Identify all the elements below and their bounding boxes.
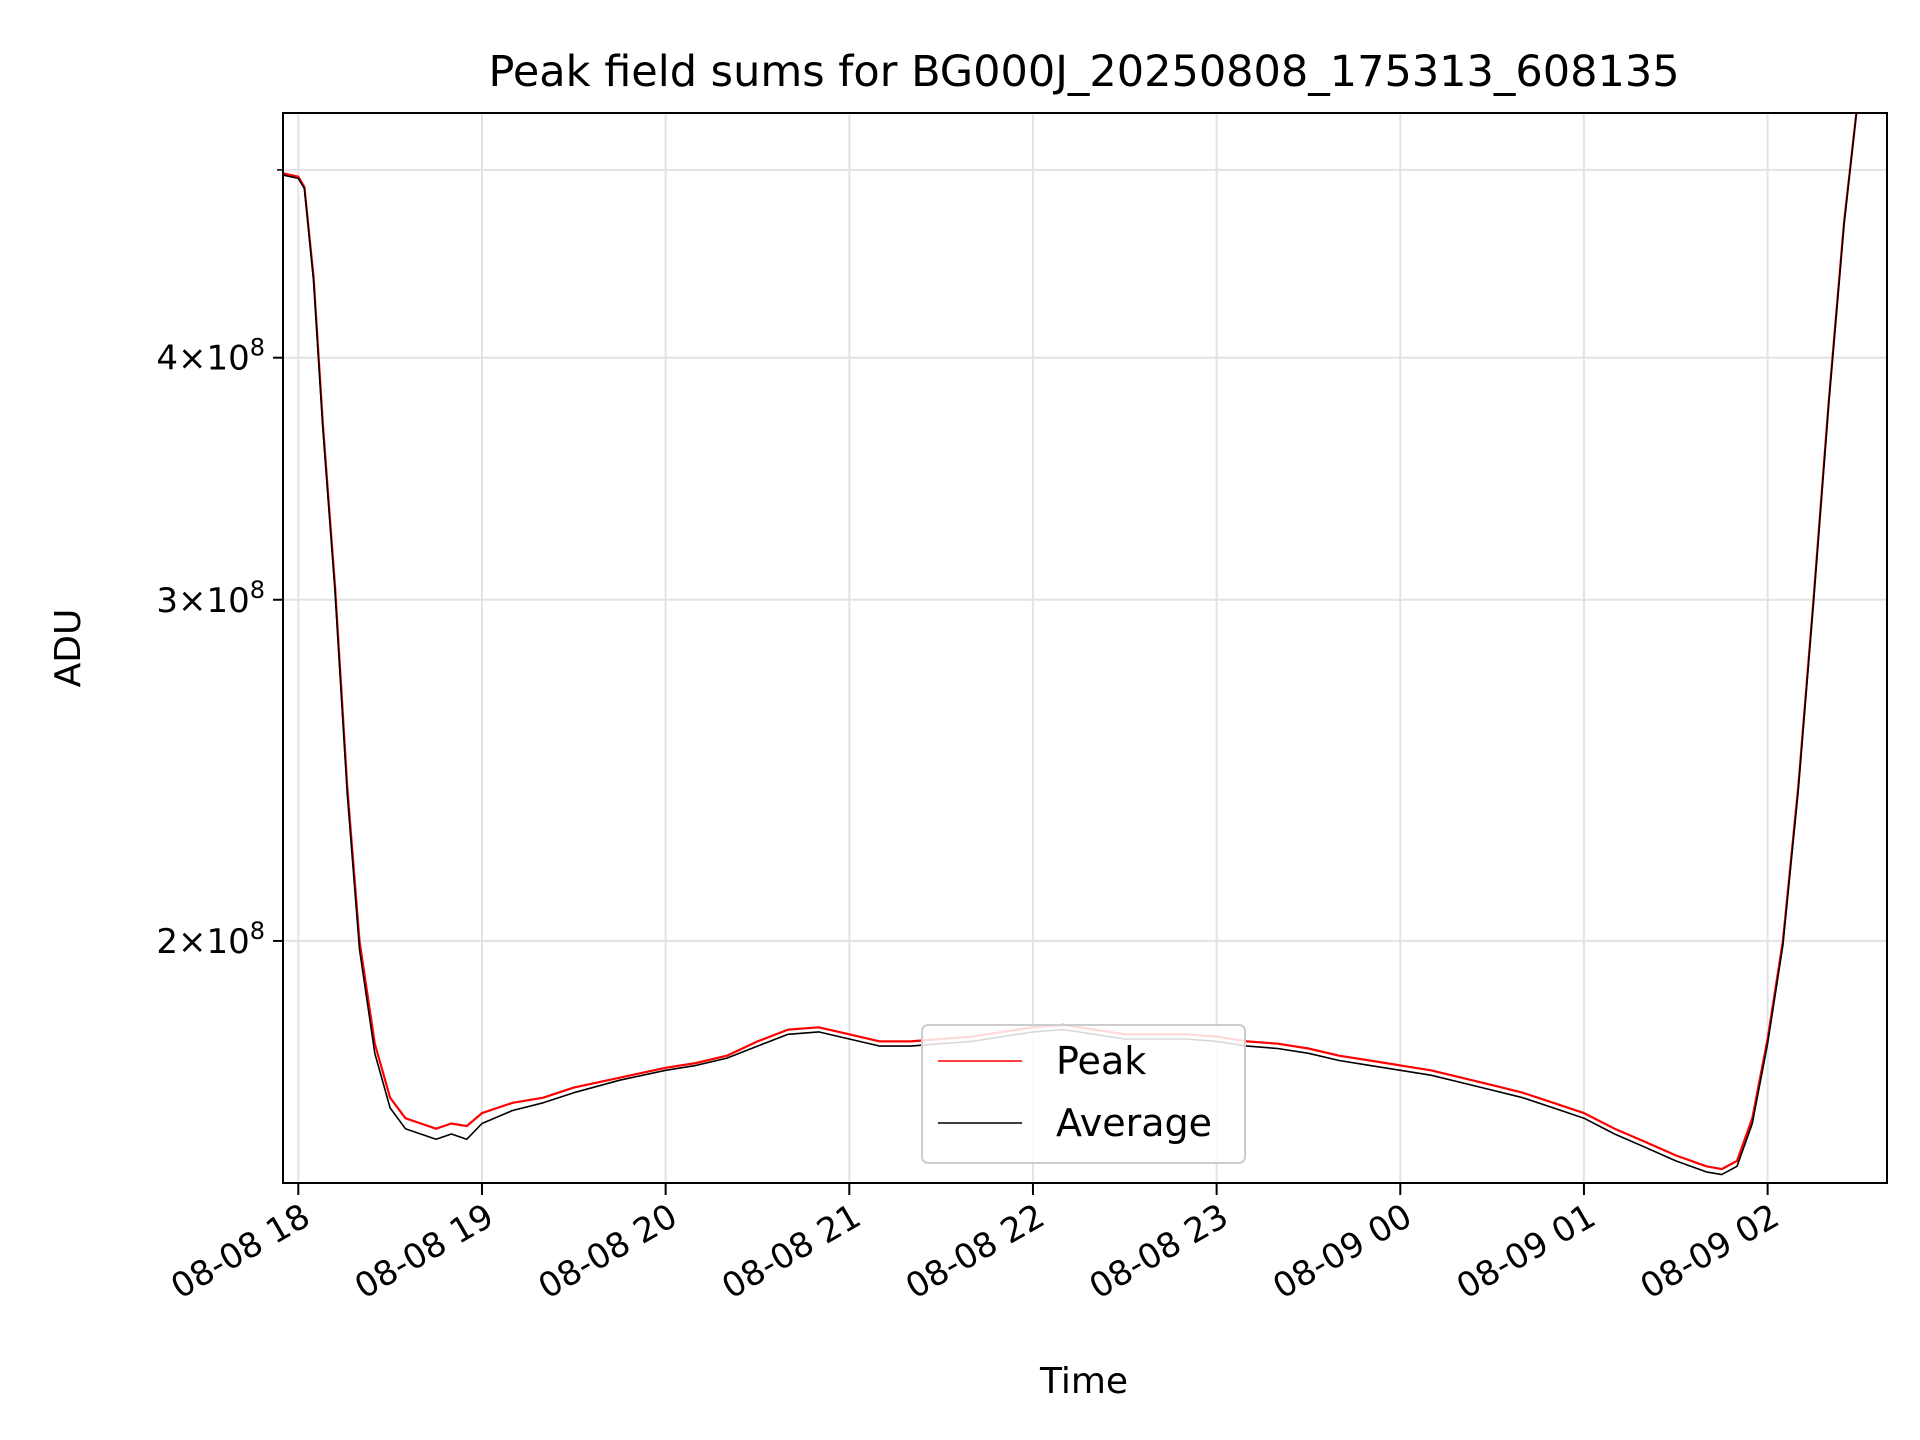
y-axis-title: ADU — [48, 609, 89, 688]
y-tick-label: 2×108 — [156, 917, 265, 962]
y-tick-label: 3×108 — [156, 576, 265, 621]
series-line-peak — [283, 113, 1858, 1171]
plot-area-frame — [282, 112, 1888, 1184]
series-line-average — [283, 113, 1858, 1176]
x-tick-label: 08-08 19 — [348, 1196, 500, 1307]
legend-label-peak: Peak — [1056, 1039, 1146, 1083]
legend-label-average: Average — [1056, 1101, 1212, 1145]
x-tick-label: 08-08 23 — [1083, 1196, 1235, 1307]
x-axis-ticks: 08-08 18 08-08 19 08-08 20 08-08 21 08-08 22… — [164, 1183, 1786, 1307]
y-axis-ticks: 2×108 3×108 4×108 — [156, 169, 283, 962]
chart-title: Peak field sums for BG000J_20250808_1753… — [488, 47, 1679, 97]
plot-series — [283, 113, 1858, 1176]
x-tick-label: 08-09 01 — [1450, 1196, 1602, 1307]
x-tick-label: 08-09 02 — [1634, 1196, 1786, 1307]
grid-lines — [283, 113, 1887, 1183]
x-tick-label: 08-08 22 — [899, 1196, 1051, 1307]
legend: Peak Average — [921, 1024, 1246, 1164]
x-tick-label: 08-08 18 — [164, 1196, 316, 1307]
y-tick-label: 4×108 — [156, 334, 265, 379]
x-tick-label: 08-09 00 — [1266, 1196, 1418, 1307]
x-axis-title: Time — [1039, 1361, 1128, 1402]
x-tick-label: 08-08 20 — [532, 1196, 684, 1307]
legend-box — [921, 1024, 1246, 1164]
x-tick-label: 08-08 21 — [715, 1196, 867, 1307]
